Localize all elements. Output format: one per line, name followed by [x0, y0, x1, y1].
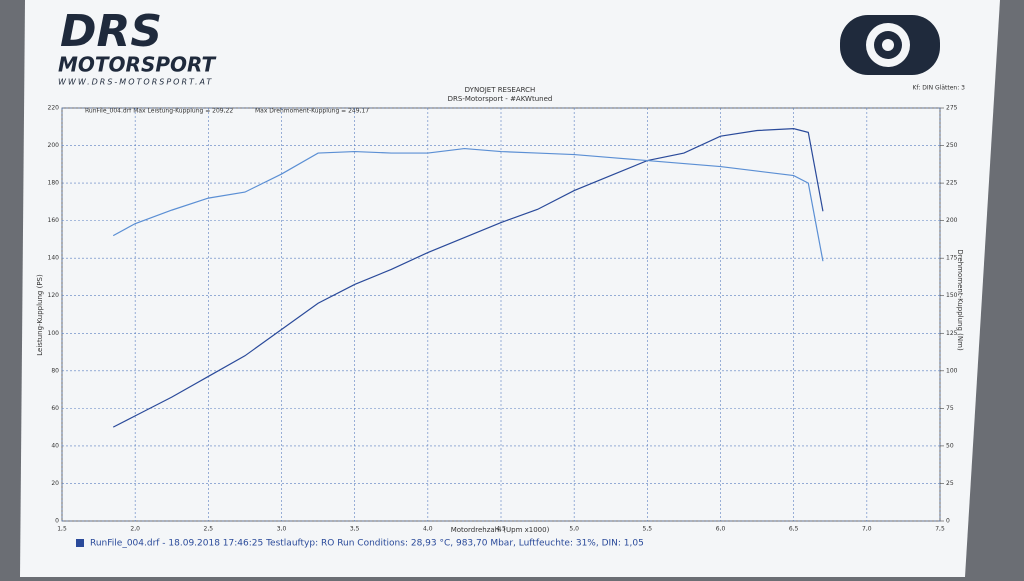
paper — [20, 0, 1000, 577]
y2-tick-label: 75 — [946, 405, 954, 412]
y-axis-label: Leistung-Kupplung (PS) — [36, 274, 44, 356]
x-tick-label: 5,0 — [569, 526, 579, 533]
chart-title: DYNOJET RESEARCH — [465, 86, 536, 94]
y2-tick-label: 200 — [946, 217, 958, 224]
x-tick-label: 2,0 — [130, 526, 140, 533]
x-tick-label: 5,5 — [643, 526, 653, 533]
y-tick-label: 0 — [55, 518, 59, 525]
y2-tick-label: 100 — [946, 367, 958, 374]
x-tick-label: 6,0 — [716, 526, 726, 533]
y-tick-label: 220 — [48, 105, 60, 112]
footer-swatch — [76, 539, 84, 547]
y2-tick-label: 0 — [946, 518, 950, 525]
y-tick-label: 40 — [51, 442, 59, 449]
y2-tick-label: 150 — [946, 292, 958, 299]
y2-tick-label: 175 — [946, 255, 958, 262]
y-tick-label: 180 — [48, 180, 60, 187]
x-tick-label: 6,5 — [789, 526, 799, 533]
x-tick-label: 4,5 — [496, 526, 506, 533]
y-tick-label: 160 — [48, 217, 60, 224]
x-tick-label: 7,5 — [935, 526, 945, 533]
y-tick-label: 140 — [48, 255, 60, 262]
series-line — [112, 128, 824, 428]
x-tick-label: 2,5 — [204, 526, 214, 533]
x-axis-label: Motordrehzahl (Upm x1000) — [451, 526, 550, 534]
brand-name: MOTORSPORT — [58, 53, 217, 77]
y2-tick-label: 50 — [946, 442, 954, 449]
x-tick-label: 3,0 — [277, 526, 287, 533]
y-tick-label: 60 — [51, 405, 59, 412]
y2-axis-label: Drehmoment-Kupplung (Nm) — [956, 249, 964, 351]
y-tick-label: 100 — [48, 330, 60, 337]
legend-title: RunFile_004.drf Max Leistung-Kupplung = … — [85, 108, 233, 115]
x-tick-label: 1,5 — [57, 526, 67, 533]
settings: Kf: DIN Glätten: 3 — [913, 85, 966, 92]
y2-tick-label: 25 — [946, 480, 954, 487]
logo: DRS — [60, 6, 162, 57]
y-tick-label: 80 — [51, 367, 59, 374]
series-line — [112, 147, 824, 262]
chart-subtitle: DRS-Motorsport - #AKWtuned — [448, 95, 553, 103]
x-tick-label: 7,0 — [862, 526, 872, 533]
y2-tick-label: 225 — [946, 180, 958, 187]
y2-tick-label: 125 — [946, 330, 958, 337]
footer: RunFile_004.drf - 18.09.2018 17:46:25 Te… — [90, 539, 644, 549]
brand-url: WWW.DRS-MOTORSPORT.AT — [58, 78, 213, 87]
y-tick-label: 200 — [48, 142, 60, 149]
icon-logo — [840, 15, 940, 75]
y2-tick-label: 250 — [946, 142, 958, 149]
y-tick-label: 20 — [51, 480, 59, 487]
legend-title-2: Max Drehmoment-Kupplung = 249,17 — [255, 108, 369, 115]
y2-tick-label: 275 — [946, 105, 958, 112]
y-tick-label: 120 — [48, 292, 60, 299]
x-tick-label: 4,0 — [423, 526, 433, 533]
x-tick-label: 3,5 — [350, 526, 360, 533]
